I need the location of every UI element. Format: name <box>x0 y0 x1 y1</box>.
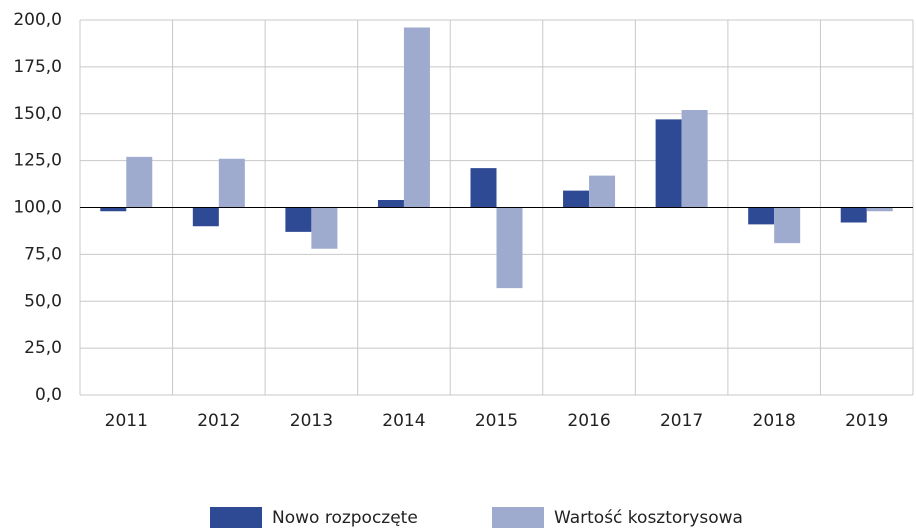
bar <box>126 156 153 208</box>
bar <box>285 207 312 232</box>
bar <box>218 158 245 208</box>
bar <box>681 110 708 208</box>
y-tick-label: 25,0 <box>24 338 62 358</box>
x-tick-label: 2011 <box>105 411 148 431</box>
bar <box>192 207 219 227</box>
bar <box>655 119 682 208</box>
y-tick-label: 200,0 <box>13 10 62 30</box>
x-tick-label: 2018 <box>753 411 796 431</box>
y-tick-label: 175,0 <box>13 57 62 77</box>
bar <box>377 200 404 208</box>
y-tick-label: 0,0 <box>35 385 62 405</box>
bar <box>774 207 801 244</box>
legend-label: Nowo rozpoczęte <box>272 508 418 528</box>
bar <box>496 207 523 289</box>
bar <box>589 175 616 208</box>
legend-label: Wartość kosztorysowa <box>554 508 743 528</box>
bar <box>840 207 867 223</box>
x-tick-label: 2012 <box>197 411 240 431</box>
legend-swatch <box>210 507 262 528</box>
x-tick-label: 2016 <box>567 411 610 431</box>
bar <box>100 207 127 212</box>
bar <box>748 207 775 225</box>
bar <box>403 27 430 208</box>
y-tick-label: 75,0 <box>24 244 62 264</box>
y-tick-label: 50,0 <box>24 291 62 311</box>
x-tick-label: 2019 <box>845 411 888 431</box>
y-tick-label: 100,0 <box>13 198 62 218</box>
bar <box>866 207 893 212</box>
x-tick-label: 2013 <box>290 411 333 431</box>
legend-swatch <box>492 507 544 528</box>
y-tick-label: 125,0 <box>13 151 62 171</box>
x-tick-label: 2015 <box>475 411 518 431</box>
x-tick-label: 2014 <box>382 411 425 431</box>
y-tick-label: 150,0 <box>13 104 62 124</box>
x-tick-label: 2017 <box>660 411 703 431</box>
bar <box>470 168 497 208</box>
bar <box>563 190 590 208</box>
bar <box>311 207 338 249</box>
